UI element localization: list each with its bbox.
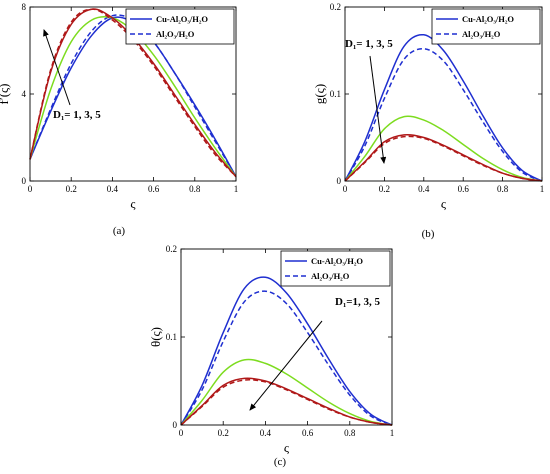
y-tick-label: 0.1 xyxy=(330,89,341,99)
series-line xyxy=(344,115,543,182)
x-tick-label: 0.6 xyxy=(148,184,160,194)
legend-box xyxy=(431,8,541,45)
x-axis-label: ς xyxy=(441,196,447,211)
trend-arrow xyxy=(43,29,71,106)
legend-box xyxy=(125,8,235,45)
x-axis-label: ς xyxy=(284,440,290,455)
series-line xyxy=(180,379,393,426)
series-line xyxy=(29,14,237,178)
x-tick-label: 0.8 xyxy=(497,184,509,194)
x-tick-label: 0 xyxy=(343,184,348,194)
x-tick-label: 0.6 xyxy=(458,184,470,194)
series-line xyxy=(180,290,393,426)
series-line xyxy=(344,33,543,182)
x-tick-label: 0.4 xyxy=(418,184,430,194)
legend-label: Cu-Al₂O₃/H₂O xyxy=(311,256,363,266)
x-tick-label: 0.4 xyxy=(107,184,119,194)
y-tick-label: 4 xyxy=(22,89,27,99)
chart-panel-1: 0 0.2 0.4 0.6 0.8 1 0 4 8 ς f′(ς) Cu-Al₂O₃/H₂O Al₂O₃… xyxy=(0,2,238,237)
y-axis-label: θ(ς) xyxy=(148,327,163,347)
panel-caption: (a) xyxy=(113,225,126,237)
x-tick-label: 0.8 xyxy=(189,184,201,194)
legend-label: Al₂O₃/H₂O xyxy=(462,29,501,39)
x-tick-label: 0.2 xyxy=(379,184,390,194)
legend-label: Al₂O₃/H₂O xyxy=(311,271,350,281)
x-tick-label: 0.4 xyxy=(260,428,272,438)
y-tick-label: 0 xyxy=(173,420,178,430)
x-tick-label: 1 xyxy=(540,184,545,194)
trend-arrow xyxy=(249,320,323,411)
parameter-annotation: D₁= 1, 3, 5 xyxy=(345,38,393,50)
y-tick-label: 0.2 xyxy=(166,244,177,254)
trend-arrow xyxy=(369,55,387,164)
parameter-annotation: D₁= 1, 3, 5 xyxy=(53,109,101,121)
y-tick-label: 0.1 xyxy=(166,332,177,342)
y-tick-label: 0 xyxy=(337,176,342,186)
series-line xyxy=(180,276,393,426)
panel-caption: (c) xyxy=(274,456,287,468)
x-tick-label: 1 xyxy=(390,428,395,438)
y-tick-label: 0 xyxy=(22,176,27,186)
x-tick-label: 0 xyxy=(28,184,33,194)
legend-label: Al₂O₃/H₂O xyxy=(156,29,195,39)
y-axis-label: g(ς) xyxy=(312,84,327,104)
series-line xyxy=(180,377,393,426)
parameter-annotation: D₁=1, 3, 5 xyxy=(335,296,381,308)
series-line xyxy=(29,8,237,178)
y-tick-label: 0.2 xyxy=(330,2,341,12)
x-tick-label: 1 xyxy=(234,184,239,194)
x-tick-label: 0 xyxy=(179,428,184,438)
x-tick-label: 0.8 xyxy=(344,428,356,438)
series-line xyxy=(344,48,543,182)
x-tick-label: 0.6 xyxy=(302,428,314,438)
legend-label: Cu-Al₂O₃/H₂O xyxy=(156,14,208,24)
y-tick-label: 8 xyxy=(22,2,27,12)
chart-panel-3: 0 0.2 0.4 0.6 0.8 1 0 0.1 0.2 ς θ(ς) Cu-Al₂O₃/H₂O Al… xyxy=(148,244,394,468)
x-tick-label: 0.2 xyxy=(66,184,77,194)
legend-label: Cu-Al₂O₃/H₂O xyxy=(462,14,514,24)
x-axis-label: ς xyxy=(130,196,136,211)
series-line xyxy=(344,135,543,182)
y-axis-label: f′(ς) xyxy=(0,84,11,105)
chart-panel-2: 0 0.2 0.4 0.6 0.8 1 0 0.1 0.2 ς g(ς) Cu-Al₂O₃/H₂O Al… xyxy=(312,2,544,240)
x-tick-label: 0.2 xyxy=(218,428,229,438)
panel-caption: (b) xyxy=(422,228,435,240)
series-line xyxy=(180,358,393,426)
legend-box xyxy=(280,250,391,287)
